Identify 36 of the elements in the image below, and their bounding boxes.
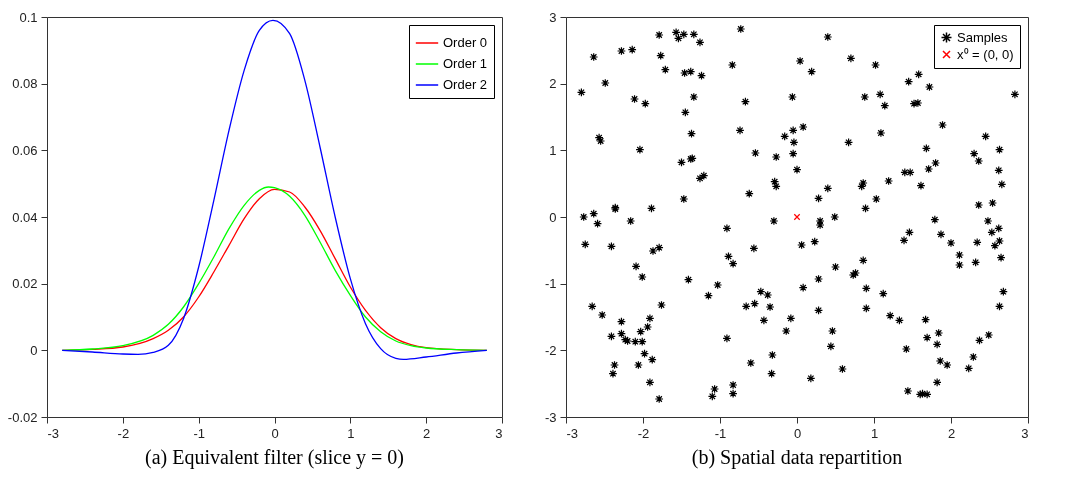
y-tick-label: 0.02 [12,276,38,292]
x-tick-label: 2 [423,425,431,441]
y-tick-label: -3 [544,409,557,425]
x-tick-label: 0 [793,425,802,441]
y-tick-label: -2 [544,342,557,358]
line-series [61,19,488,360]
x-tick-label: 1 [870,425,879,441]
y-tick-label: 0.04 [12,209,38,225]
y-tick-label: -1 [544,276,557,292]
x-tick-label: -3 [47,425,60,441]
x-tick-label: 3 [495,425,503,441]
y-tick-label: -0.02 [7,409,38,425]
y-tick-label: 0 [549,209,557,225]
legend-label: x⁰ = (0, 0) [957,46,1014,62]
y-tick-label: 0.06 [12,142,38,158]
text: (b) Spatial data repartition [691,446,903,469]
x-tick-label: 3 [1021,425,1029,441]
legend-label: Order 0 [443,35,488,50]
x-tick-label: 1 [347,425,355,441]
legend-label: Order 1 [443,56,488,71]
y-tick-label: 1 [549,142,557,158]
x-tick-label: -1 [714,425,727,441]
y-tick-label: 2 [549,76,557,92]
legend-label: Order 2 [443,77,488,92]
x-tick-label: 0 [271,425,279,441]
y-tick-label: 0.1 [19,9,38,25]
x-tick-label: -3 [566,425,579,441]
x-tick-label: 2 [947,425,956,441]
y-tick-label: 3 [549,9,557,25]
x-tick-label: -1 [193,425,205,441]
x-tick-label: -2 [637,425,650,441]
y-tick-label: 0.08 [12,76,38,92]
y-tick-label: 0 [30,342,38,358]
x-tick-label: -2 [117,425,130,441]
text: (a) Equivalent filter (slice y = 0) [145,446,404,469]
legend-label: Samples [957,29,1009,45]
